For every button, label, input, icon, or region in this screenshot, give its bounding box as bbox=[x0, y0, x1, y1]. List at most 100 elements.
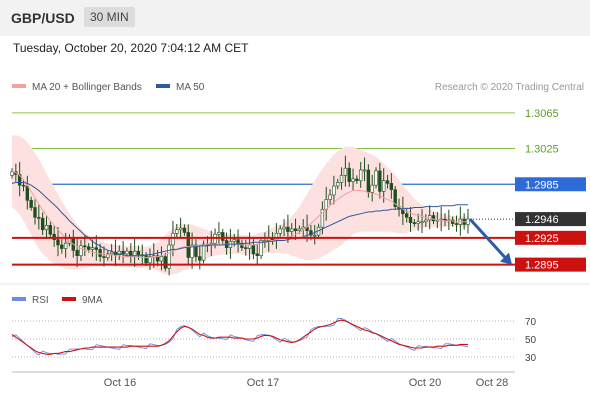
candle-body bbox=[374, 170, 378, 186]
candle-body bbox=[90, 247, 95, 250]
candle-body bbox=[251, 244, 256, 255]
candle-body bbox=[221, 232, 225, 241]
forecast-arrow-shaft bbox=[468, 218, 509, 261]
candle-body bbox=[290, 228, 294, 232]
candle-body bbox=[416, 221, 420, 224]
symbol-label: GBP/USD bbox=[11, 10, 75, 26]
candle-body bbox=[355, 178, 359, 181]
candle-body bbox=[201, 243, 206, 261]
candle-body bbox=[232, 239, 236, 242]
forecast-arrow-head bbox=[500, 252, 512, 265]
rsi-tick-50: 50 bbox=[525, 335, 537, 346]
level-label-4: 1.2925 bbox=[525, 233, 559, 245]
candle-body bbox=[175, 229, 179, 234]
candle-body bbox=[148, 256, 152, 264]
candle-body bbox=[109, 251, 114, 255]
level-box-2 bbox=[515, 177, 586, 192]
level-label-0: 1.3065 bbox=[525, 108, 559, 120]
candle-body bbox=[244, 247, 248, 249]
candle-body bbox=[60, 244, 64, 249]
level-label-current: 1.2946 bbox=[525, 214, 559, 226]
candle-body bbox=[21, 184, 26, 187]
candle-body bbox=[412, 222, 417, 224]
candle-body bbox=[328, 194, 332, 200]
candle-body bbox=[278, 228, 282, 234]
level-label-2: 1.2985 bbox=[525, 179, 559, 191]
rsi-tick-70: 70 bbox=[525, 317, 537, 328]
level-box-5 bbox=[515, 257, 586, 272]
level-box-current bbox=[515, 212, 586, 227]
watermark: Research © 2020 Trading Central bbox=[435, 82, 584, 93]
header-bar: GBP/USD 30 MIN bbox=[0, 0, 590, 36]
candle-body bbox=[359, 169, 363, 181]
candle-body bbox=[86, 246, 91, 250]
candle-body bbox=[431, 215, 436, 222]
candle-body bbox=[282, 226, 286, 230]
level-label-5: 1.2895 bbox=[525, 260, 559, 272]
candle-body bbox=[450, 219, 455, 224]
candle-body bbox=[40, 217, 45, 231]
legend-label-1: MA 50 bbox=[176, 82, 205, 93]
candle-body bbox=[117, 250, 121, 256]
candle-body bbox=[25, 185, 30, 201]
candle-body bbox=[98, 249, 102, 257]
legend-swatch-1 bbox=[156, 84, 170, 88]
candle-body bbox=[320, 208, 325, 228]
candle-body bbox=[48, 225, 53, 235]
candle-body bbox=[293, 228, 298, 231]
candle-body bbox=[194, 244, 198, 257]
timeframe-badge[interactable]: 30 MIN bbox=[84, 7, 135, 27]
candle-body bbox=[136, 250, 141, 256]
candle-body bbox=[102, 256, 106, 258]
candle-body bbox=[132, 250, 137, 256]
candle-body bbox=[121, 250, 125, 255]
timestamp: Tuesday, October 20, 2020 7:04:12 AM CET bbox=[13, 41, 249, 55]
rsi-legend-label-0: RSI bbox=[32, 295, 49, 306]
x-tick-1: Oct 17 bbox=[247, 377, 279, 389]
candle-body bbox=[79, 245, 83, 256]
level-label-1: 1.3025 bbox=[525, 144, 559, 156]
candle-body bbox=[83, 245, 87, 248]
candle-body bbox=[454, 223, 459, 225]
x-tick-2: Oct 20 bbox=[409, 377, 441, 389]
candle-body bbox=[63, 242, 68, 249]
rsi-tick-30: 30 bbox=[525, 353, 537, 364]
candle-body bbox=[171, 233, 175, 246]
legend-swatch-0 bbox=[12, 84, 26, 88]
candle-body bbox=[420, 221, 424, 224]
candle-body bbox=[75, 250, 79, 256]
candle-body bbox=[182, 227, 187, 233]
candle-body bbox=[190, 244, 194, 258]
candle-body bbox=[33, 207, 37, 218]
candle-body bbox=[381, 180, 386, 192]
candle-body bbox=[155, 255, 160, 262]
candle-body bbox=[106, 253, 110, 258]
rsi-legend-swatch-0 bbox=[12, 297, 26, 301]
candle-body bbox=[125, 250, 129, 255]
candle-body bbox=[94, 247, 99, 250]
candle-body bbox=[408, 216, 413, 223]
candle-body bbox=[286, 226, 290, 232]
candle-body bbox=[301, 226, 305, 230]
candle-body bbox=[159, 256, 164, 262]
candle-body bbox=[217, 232, 221, 235]
candle-body bbox=[198, 256, 202, 261]
candle-body bbox=[10, 171, 14, 176]
candle-body bbox=[263, 240, 267, 242]
candle-body bbox=[167, 244, 171, 269]
candle-body bbox=[297, 228, 302, 231]
candle-body bbox=[351, 178, 355, 182]
candle-body bbox=[37, 216, 41, 219]
candle-body bbox=[255, 253, 259, 256]
candle-body bbox=[370, 184, 374, 193]
rsi-legend-swatch-1 bbox=[62, 297, 76, 301]
candle-body bbox=[332, 185, 336, 196]
legend-label-0: MA 20 + Bollinger Bands bbox=[32, 82, 142, 93]
candle-body bbox=[247, 244, 252, 249]
candle-body bbox=[17, 174, 22, 186]
candle-body bbox=[178, 227, 183, 231]
candle-body bbox=[313, 234, 317, 237]
candle-body bbox=[404, 213, 409, 218]
candle-body bbox=[385, 180, 390, 184]
